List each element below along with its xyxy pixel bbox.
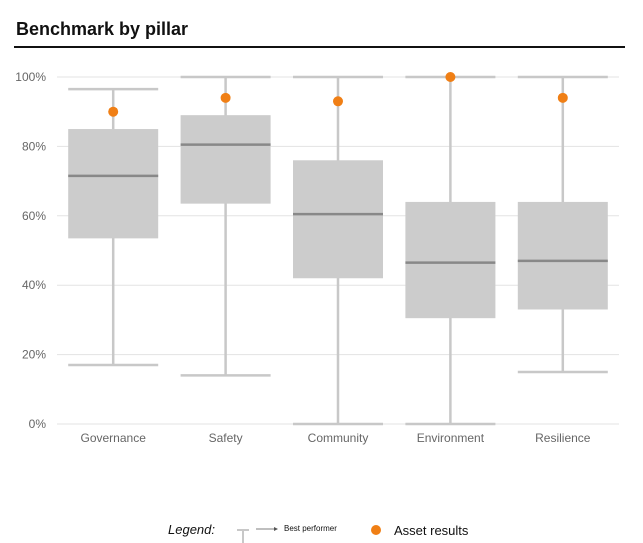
asset-result-dot (557, 92, 568, 103)
x-tick-label: Safety (209, 431, 243, 445)
y-tick-label: 60% (22, 209, 46, 223)
chart-title: Benchmark by pillar (16, 19, 189, 39)
legend-best-performer: Best performer (284, 524, 337, 533)
y-tick-label: 0% (29, 417, 47, 431)
x-tick-label: Environment (417, 431, 485, 445)
iqr-box (180, 115, 271, 204)
x-tick-label: Governance (81, 431, 147, 445)
asset-result-dot (220, 92, 231, 103)
y-tick-label: 80% (22, 139, 46, 153)
y-tick-label: 20% (22, 348, 46, 362)
y-tick-label: 40% (22, 278, 46, 292)
asset-result-dot (108, 106, 119, 117)
legend-asset-results: Asset results (394, 523, 469, 538)
box-safety (180, 75, 271, 377)
legend-arrow-head (274, 527, 278, 531)
box-community (293, 75, 383, 426)
iqr-box (293, 160, 383, 279)
x-tick-label: Resilience (535, 431, 591, 445)
box-resilience (517, 75, 608, 374)
asset-result-dot (333, 96, 343, 107)
box-governance (68, 87, 159, 367)
title-underline (14, 46, 625, 48)
asset-result-dot (445, 72, 456, 82)
y-tick-label: 100% (15, 70, 46, 84)
legend-label: Legend: (168, 522, 215, 537)
iqr-box (405, 201, 496, 319)
legend-asset-dot (371, 525, 381, 535)
x-tick-label: Community (308, 431, 369, 445)
box-environment (405, 72, 496, 426)
iqr-box (517, 201, 608, 310)
iqr-box (68, 129, 159, 239)
